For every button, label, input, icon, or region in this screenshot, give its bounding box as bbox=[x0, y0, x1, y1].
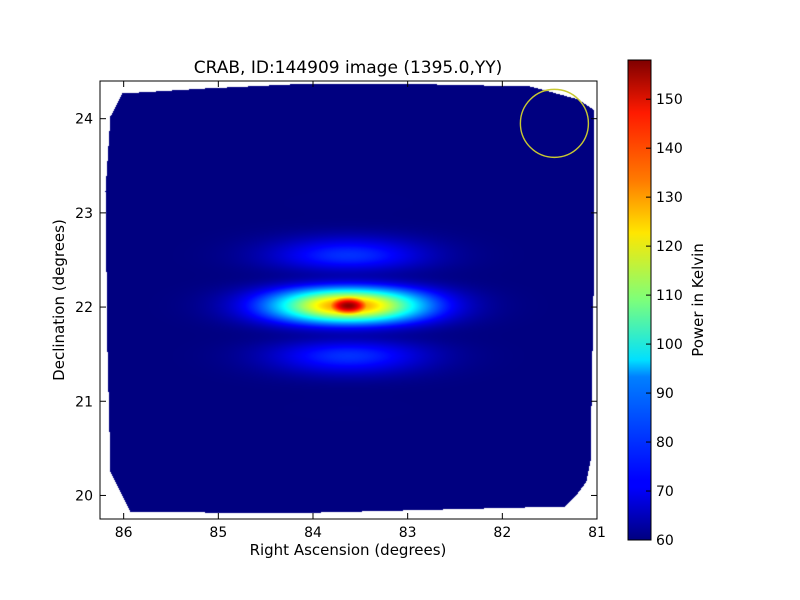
x-tick-label: 82 bbox=[493, 525, 511, 541]
colorbar-tick-label: 150 bbox=[656, 92, 683, 108]
y-tick-label: 20 bbox=[75, 488, 93, 504]
y-tick-label: 22 bbox=[75, 300, 93, 316]
colorbar-tick-label: 100 bbox=[656, 337, 683, 353]
x-axis-label: Right Ascension (degrees) bbox=[250, 541, 447, 559]
y-tick-label: 23 bbox=[75, 206, 93, 222]
y-axis-ticks: 20 21 22 23 24 bbox=[75, 112, 597, 504]
colorbar-gradient bbox=[628, 60, 651, 540]
colorbar: 60 70 80 90 100 110 120 130 140 150 Power in Kelv… bbox=[627, 59, 707, 549]
colorbar-frame bbox=[627, 59, 652, 541]
y-axis-label: Declination (degrees) bbox=[50, 219, 68, 381]
x-tick-label: 84 bbox=[304, 525, 322, 541]
y-tick-label: 21 bbox=[75, 394, 93, 410]
colorbar-tick-label: 70 bbox=[656, 484, 674, 500]
x-tick-label: 86 bbox=[115, 525, 133, 541]
colorbar-tick-label: 90 bbox=[656, 386, 674, 402]
beam-circle-marker bbox=[519, 88, 590, 159]
colorbar-tick-label: 110 bbox=[656, 288, 683, 304]
x-tick-label: 85 bbox=[209, 525, 227, 541]
colorbar-label: Power in Kelvin bbox=[689, 243, 707, 357]
x-tick-label: 83 bbox=[399, 525, 417, 541]
y-tick-label: 24 bbox=[75, 112, 93, 128]
colorbar-tick-label: 60 bbox=[656, 533, 674, 549]
chart-title: CRAB, ID:144909 image (1395.0,YY) bbox=[194, 58, 503, 78]
colorbar-tick-label: 140 bbox=[656, 141, 683, 157]
colorbar-tick-label: 120 bbox=[656, 239, 683, 255]
colorbar-ticks: 60 70 80 90 100 110 120 130 140 150 bbox=[646, 92, 683, 549]
colorbar-tick-label: 80 bbox=[656, 435, 674, 451]
colorbar-tick-label: 130 bbox=[656, 190, 683, 206]
heatmap-image bbox=[100, 81, 597, 519]
plot-area: 86 85 84 83 82 81 20 21 22 23 24 bbox=[75, 80, 606, 541]
x-tick-label: 81 bbox=[588, 525, 606, 541]
plot-frame bbox=[99, 80, 598, 520]
x-axis-ticks: 86 85 84 83 82 81 bbox=[115, 81, 606, 541]
